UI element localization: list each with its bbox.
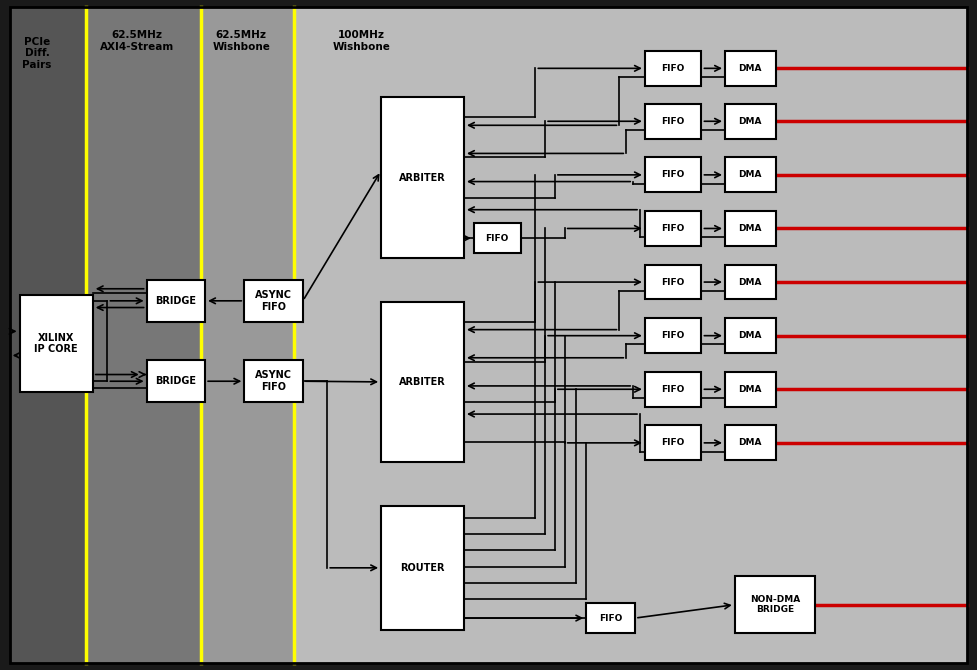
Bar (20, 295, 93, 392)
Text: DMA: DMA (739, 277, 762, 287)
Bar (147, 280, 205, 322)
Bar (725, 157, 776, 192)
Bar (86, 7, 201, 663)
Text: FIFO: FIFO (661, 385, 685, 394)
Text: 62.5MHz
AXI4-Stream: 62.5MHz AXI4-Stream (100, 30, 174, 52)
Bar (735, 576, 815, 633)
Bar (381, 506, 464, 630)
Text: ROUTER: ROUTER (401, 563, 445, 573)
Text: ASYNC
FIFO: ASYNC FIFO (255, 371, 292, 392)
Bar (725, 104, 776, 139)
Text: FIFO: FIFO (661, 277, 685, 287)
Text: ASYNC
FIFO: ASYNC FIFO (255, 290, 292, 312)
Bar (244, 280, 303, 322)
Text: 100MHz
Wishbone: 100MHz Wishbone (332, 30, 391, 52)
Bar (645, 425, 701, 460)
Bar (645, 104, 701, 139)
Text: BRIDGE: BRIDGE (155, 296, 196, 306)
Bar (645, 51, 701, 86)
Bar (725, 372, 776, 407)
Bar (474, 223, 521, 253)
Bar (586, 603, 635, 633)
Bar (725, 318, 776, 353)
Bar (147, 360, 205, 402)
Text: FIFO: FIFO (661, 331, 685, 340)
Text: FIFO: FIFO (661, 117, 685, 126)
Text: NON-DMA
BRIDGE: NON-DMA BRIDGE (749, 595, 800, 614)
Text: FIFO: FIFO (661, 64, 685, 73)
Text: DMA: DMA (739, 170, 762, 180)
Text: DMA: DMA (739, 438, 762, 448)
Text: FIFO: FIFO (599, 614, 622, 622)
Text: FIFO: FIFO (486, 234, 509, 243)
Text: FIFO: FIFO (661, 170, 685, 180)
Bar (244, 360, 303, 402)
Bar (381, 97, 464, 258)
Text: DMA: DMA (739, 64, 762, 73)
Bar (725, 265, 776, 299)
Text: DMA: DMA (739, 385, 762, 394)
Bar (645, 211, 701, 246)
Bar (645, 265, 701, 299)
Text: FIFO: FIFO (661, 224, 685, 233)
Bar (645, 157, 701, 192)
Text: BRIDGE: BRIDGE (155, 377, 196, 386)
Bar (10, 7, 86, 663)
Text: DMA: DMA (739, 331, 762, 340)
Text: FIFO: FIFO (661, 438, 685, 448)
Text: PCIe
Diff.
Pairs: PCIe Diff. Pairs (22, 37, 52, 70)
Text: DMA: DMA (739, 117, 762, 126)
Bar (201, 7, 294, 663)
Bar (294, 7, 967, 663)
Bar (725, 51, 776, 86)
Text: ARBITER: ARBITER (400, 377, 446, 387)
Bar (725, 425, 776, 460)
Text: ARBITER: ARBITER (400, 173, 446, 182)
Text: XILINX
IP CORE: XILINX IP CORE (34, 332, 78, 354)
Bar (381, 302, 464, 462)
Bar (645, 318, 701, 353)
Text: DMA: DMA (739, 224, 762, 233)
Bar (645, 372, 701, 407)
Bar (725, 211, 776, 246)
Text: 62.5MHz
Wishbone: 62.5MHz Wishbone (212, 30, 271, 52)
